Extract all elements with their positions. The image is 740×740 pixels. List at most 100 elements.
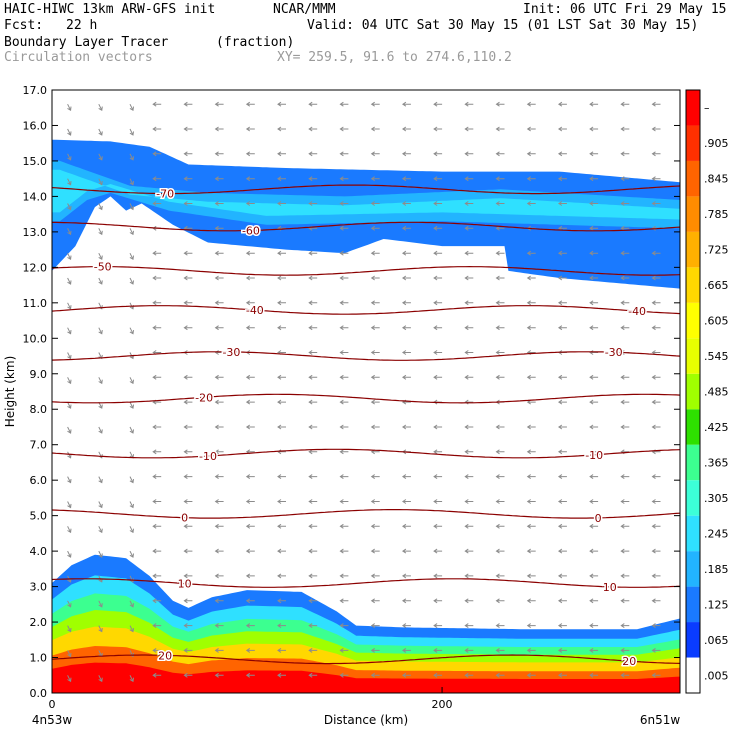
vector-arrow (557, 101, 567, 107)
vector-arrow (183, 374, 193, 380)
vector-arrow (183, 647, 193, 653)
vector-arrow (401, 126, 411, 132)
x-end-label-right: 6n51w (640, 713, 681, 727)
vector-arrow (370, 623, 380, 629)
vector-arrow (339, 399, 349, 405)
init-time: Init: 06 UTC Fri 29 May 15 (523, 2, 727, 17)
vector-arrow (370, 300, 380, 306)
vector-arrow (129, 451, 134, 459)
vector-arrow (401, 623, 411, 629)
vector-arrow (183, 275, 193, 281)
vector-arrow (589, 474, 599, 480)
vector-arrow (526, 424, 536, 430)
vector-arrow (651, 275, 661, 281)
contour-line--70 (52, 184, 680, 195)
colorbar-label: .605 (704, 315, 729, 328)
vector-arrow (620, 548, 630, 554)
vector-arrow (620, 623, 630, 629)
vector-arrow (277, 598, 286, 604)
vector-arrow (495, 474, 505, 480)
vector-arrow (589, 151, 599, 157)
vector-arrow (183, 101, 193, 107)
vector-arrow (651, 101, 661, 107)
vector-arrow (98, 327, 103, 335)
vector-arrow (620, 126, 630, 132)
vector-arrow (245, 474, 255, 480)
vector-arrow (277, 325, 286, 331)
vector-arrow (620, 275, 630, 281)
vector-arrow (214, 300, 224, 306)
vector-arrow (464, 275, 474, 281)
vector-arrow (464, 424, 474, 430)
vector-arrow (308, 325, 318, 331)
vector-arrow (98, 277, 103, 285)
vector-arrow (433, 325, 443, 331)
vector-arrow (557, 374, 567, 380)
vector-arrow (401, 474, 411, 480)
colorbar-swatch (686, 196, 700, 232)
vector-arrow (526, 672, 536, 678)
vector-arrow (557, 449, 567, 455)
vector-arrow (277, 499, 286, 504)
vector-arrow (526, 598, 536, 604)
vector-arrow (277, 647, 286, 653)
vector-arrow (183, 499, 193, 504)
vector-arrow (277, 151, 286, 157)
vector-arrow (152, 325, 162, 331)
vector-arrow (152, 647, 162, 653)
xy-label: XY= 259.5, 91.6 to 274.6,110.2 (277, 50, 512, 65)
vector-arrow (370, 598, 380, 604)
vector-arrow (277, 101, 286, 107)
vector-arrow (308, 449, 318, 455)
vector-arrow (464, 499, 474, 504)
vector-arrow (152, 300, 162, 306)
y-tick-label: 5.0 (30, 510, 48, 523)
vector-arrow (620, 499, 630, 504)
vector-arrow (401, 176, 411, 182)
vector-arrow (67, 476, 72, 484)
vector-arrow (433, 350, 443, 355)
vector-arrow (589, 325, 599, 331)
vector-arrow (495, 225, 505, 231)
vector-arrow (277, 424, 286, 430)
vector-arrow (370, 399, 380, 405)
vector-arrow (651, 325, 661, 331)
vector-arrow (214, 449, 224, 455)
vector-arrow (651, 647, 661, 653)
temperature-contours: 20 20 10 10 0 0 -10 -10 -20 -30 -30 -40 -40 -50 -60 -70 (52, 184, 680, 670)
colorbar-label: .005 (704, 669, 729, 682)
vector-arrow (464, 374, 474, 380)
vector-arrow (651, 176, 661, 182)
contour-label: -20 (195, 391, 213, 404)
vector-arrow (98, 103, 103, 112)
vector-arrow (620, 523, 630, 529)
contour-line-10 (52, 578, 680, 588)
vector-arrow (433, 201, 443, 206)
vector-arrow (129, 600, 134, 608)
vector-arrow (464, 399, 474, 405)
vector-arrow (67, 526, 72, 534)
colorbar-swatch (686, 302, 700, 339)
vector-arrow (339, 275, 349, 281)
vector-arrow (589, 101, 599, 107)
y-tick-label: 9.0 (30, 368, 48, 381)
vector-arrow (214, 151, 224, 157)
vector-arrow (277, 399, 286, 405)
vector-arrow (129, 550, 134, 558)
colorbar-label: .845 (704, 173, 729, 186)
vector-arrow (277, 374, 286, 380)
vector-arrow (339, 126, 349, 132)
vector-arrow (401, 672, 411, 678)
vector-arrow (214, 548, 224, 554)
vector-arrow (620, 201, 630, 206)
vector-arrow (183, 598, 193, 604)
vector-arrow (67, 203, 72, 211)
vector-arrow (370, 250, 380, 256)
vector-arrow (401, 225, 411, 231)
contour-label: -50 (94, 261, 112, 274)
vector-arrow (433, 523, 443, 529)
vector-arrow (339, 201, 349, 206)
vector-arrow (183, 424, 193, 430)
vector-arrow (245, 573, 255, 579)
colorbar-swatch (686, 551, 700, 587)
